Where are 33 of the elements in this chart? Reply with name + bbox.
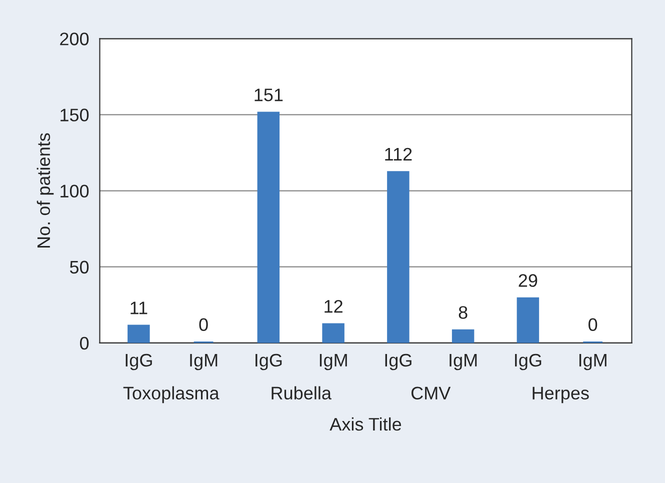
- x-tick-label: IgM: [190, 354, 218, 370]
- x-tick-label: IgG: [126, 354, 152, 370]
- y-axis-title: No. of patients: [36, 133, 54, 248]
- data-label: 0: [199, 318, 208, 332]
- data-label: 29: [518, 274, 538, 287]
- x-tick-label: IgM: [579, 354, 606, 370]
- bar: [128, 324, 150, 343]
- x-tick-label: IgG: [256, 354, 282, 370]
- data-label: 8: [458, 306, 468, 319]
- bar: [257, 112, 280, 343]
- text: Toxoplasma: [123, 386, 220, 404]
- bar: [452, 329, 474, 343]
- x-tick-label: IgG: [515, 354, 542, 370]
- text: Herpes: [532, 386, 589, 404]
- x-tick-label: IgM: [450, 354, 477, 370]
- data-label: 11: [130, 302, 148, 314]
- text: CMV: [411, 386, 451, 400]
- bar: [516, 297, 540, 343]
- x-tick-label: IgM: [320, 354, 347, 370]
- y-tick-label: 0: [80, 336, 89, 350]
- x-axis-title: Axis Title: [330, 417, 402, 431]
- bar: [387, 171, 410, 343]
- y-tick-label: 200: [60, 32, 89, 46]
- data-label: 12: [324, 300, 342, 313]
- data-label: 0: [588, 318, 598, 332]
- text: Rubella: [272, 386, 332, 400]
- data-label: 151: [254, 88, 283, 102]
- data-label: 112: [385, 148, 412, 160]
- bar: [322, 323, 344, 343]
- y-tick-label: 100: [60, 184, 89, 198]
- y-tick-label: 50: [70, 260, 89, 274]
- y-tick-label: 150: [60, 108, 89, 122]
- x-tick-label: IgG: [385, 354, 412, 370]
